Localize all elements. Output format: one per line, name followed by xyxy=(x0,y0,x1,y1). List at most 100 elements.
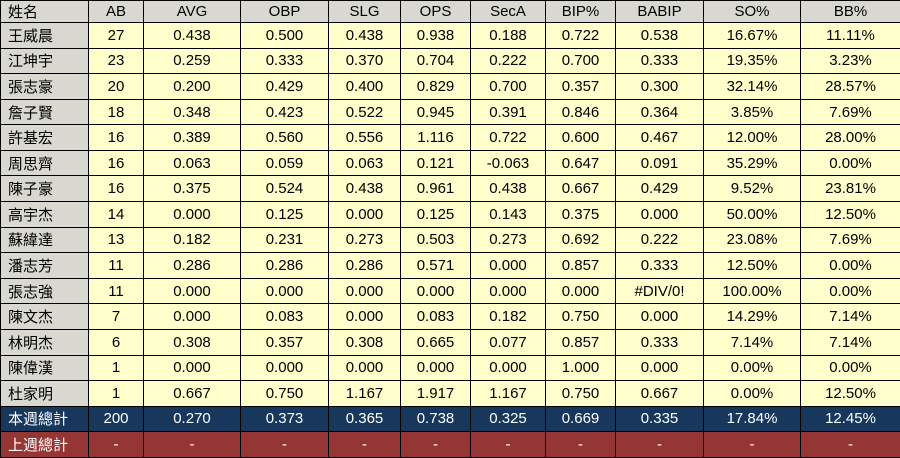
stat-cell[interactable]: 0.000 xyxy=(143,303,241,330)
stat-cell[interactable]: 0.961 xyxy=(400,175,471,203)
total-stat-cell[interactable]: - xyxy=(615,431,704,458)
stat-cell[interactable]: 0.722 xyxy=(470,124,546,151)
stat-cell[interactable]: 0.222 xyxy=(615,226,704,254)
stat-cell[interactable]: 16 xyxy=(88,175,144,203)
stat-cell[interactable]: 35.29% xyxy=(703,149,801,177)
stat-cell[interactable]: 0.300 xyxy=(615,73,704,100)
stat-cell[interactable]: 0.556 xyxy=(328,124,401,151)
stat-cell[interactable]: 1.167 xyxy=(328,380,401,407)
column-header-1[interactable]: AB xyxy=(88,0,144,23)
total-stat-cell[interactable]: 0.365 xyxy=(328,405,401,433)
stat-cell[interactable]: 0.560 xyxy=(240,124,329,151)
stat-cell[interactable]: 0.750 xyxy=(545,303,616,330)
player-name-cell[interactable]: 詹子賢 xyxy=(0,98,89,126)
player-name-cell[interactable]: 蘇緯達 xyxy=(0,226,89,254)
stat-cell[interactable]: 0.125 xyxy=(400,201,471,228)
total-stat-cell[interactable]: - xyxy=(703,431,801,458)
stat-cell[interactable]: 7.14% xyxy=(800,328,900,356)
total-stat-cell[interactable]: 0.325 xyxy=(470,405,546,433)
stat-cell[interactable]: 0.665 xyxy=(400,328,471,356)
total-row-label[interactable]: 上週總計 xyxy=(0,431,89,458)
stat-cell[interactable]: 0.000 xyxy=(545,277,616,305)
stat-cell[interactable]: 12.00% xyxy=(703,124,801,151)
stat-cell[interactable]: 0.222 xyxy=(470,47,546,75)
stat-cell[interactable]: 0.389 xyxy=(143,124,241,151)
player-name-cell[interactable]: 張志強 xyxy=(0,277,89,305)
stat-cell[interactable]: 11 xyxy=(88,252,144,279)
stat-cell[interactable]: 16.67% xyxy=(703,22,801,49)
column-header-3[interactable]: OBP xyxy=(240,0,329,23)
stat-cell[interactable]: 0.370 xyxy=(328,47,401,75)
stat-cell[interactable]: 16 xyxy=(88,149,144,177)
stat-cell[interactable]: 0.000 xyxy=(470,252,546,279)
stat-cell[interactable]: 50.00% xyxy=(703,201,801,228)
stat-cell[interactable]: 0.700 xyxy=(545,47,616,75)
stat-cell[interactable]: 0.945 xyxy=(400,98,471,126)
stat-cell[interactable]: 0.333 xyxy=(615,47,704,75)
stat-cell[interactable]: 0.857 xyxy=(545,252,616,279)
stat-cell[interactable]: 1.167 xyxy=(470,380,546,407)
total-stat-cell[interactable]: 0.669 xyxy=(545,405,616,433)
stat-cell[interactable]: -0.063 xyxy=(470,149,546,177)
total-stat-cell[interactable]: - xyxy=(88,431,144,458)
stat-cell[interactable]: 0.077 xyxy=(470,328,546,356)
total-stat-cell[interactable]: 0.373 xyxy=(240,405,329,433)
stat-cell[interactable]: 0.000 xyxy=(143,201,241,228)
stat-cell[interactable]: 3.85% xyxy=(703,98,801,126)
stat-cell[interactable]: 13 xyxy=(88,226,144,254)
stat-cell[interactable]: 0.722 xyxy=(545,22,616,49)
stat-cell[interactable]: 7.14% xyxy=(800,303,900,330)
stat-cell[interactable]: 0.700 xyxy=(470,73,546,100)
stat-cell[interactable]: 0.286 xyxy=(143,252,241,279)
stat-cell[interactable]: 0.438 xyxy=(470,175,546,203)
stat-cell[interactable]: 0.503 xyxy=(400,226,471,254)
total-row-label[interactable]: 本週總計 xyxy=(0,405,89,433)
stat-cell[interactable]: 0.000 xyxy=(143,277,241,305)
player-name-cell[interactable]: 周思齊 xyxy=(0,149,89,177)
stat-cell[interactable]: 0.083 xyxy=(400,303,471,330)
stat-cell[interactable]: 7 xyxy=(88,303,144,330)
stat-cell[interactable]: 0.692 xyxy=(545,226,616,254)
stat-cell[interactable]: 23.81% xyxy=(800,175,900,203)
stat-cell[interactable]: 27 xyxy=(88,22,144,49)
stat-cell[interactable]: 0.286 xyxy=(240,252,329,279)
stat-cell[interactable]: 19.35% xyxy=(703,47,801,75)
stat-cell[interactable]: 0.538 xyxy=(615,22,704,49)
stat-cell[interactable]: 0.600 xyxy=(545,124,616,151)
stat-cell[interactable]: 3.23% xyxy=(800,47,900,75)
stat-cell[interactable]: 0.00% xyxy=(800,252,900,279)
stat-cell[interactable]: 0.364 xyxy=(615,98,704,126)
stat-cell[interactable]: 14 xyxy=(88,201,144,228)
stat-cell[interactable]: 0.000 xyxy=(328,303,401,330)
player-name-cell[interactable]: 江坤宇 xyxy=(0,47,89,75)
stat-cell[interactable]: 0.750 xyxy=(240,380,329,407)
stat-cell[interactable]: 0.348 xyxy=(143,98,241,126)
player-name-cell[interactable]: 林明杰 xyxy=(0,328,89,356)
total-stat-cell[interactable]: - xyxy=(545,431,616,458)
stat-cell[interactable]: 0.750 xyxy=(545,380,616,407)
player-name-cell[interactable]: 陳子豪 xyxy=(0,175,89,203)
stat-cell[interactable]: 0.375 xyxy=(143,175,241,203)
stat-cell[interactable]: 0.000 xyxy=(328,277,401,305)
stat-cell[interactable]: #DIV/0! xyxy=(615,277,704,305)
column-header-name[interactable]: 姓名 xyxy=(0,0,89,23)
stat-cell[interactable]: 20 xyxy=(88,73,144,100)
stat-cell[interactable]: 0.083 xyxy=(240,303,329,330)
column-header-9[interactable]: SO% xyxy=(703,0,801,23)
stat-cell[interactable]: 1 xyxy=(88,354,144,382)
stat-cell[interactable]: 7.69% xyxy=(800,98,900,126)
player-name-cell[interactable]: 陳偉漢 xyxy=(0,354,89,382)
total-stat-cell[interactable]: - xyxy=(240,431,329,458)
stat-cell[interactable]: 32.14% xyxy=(703,73,801,100)
stat-cell[interactable]: 7.69% xyxy=(800,226,900,254)
stat-cell[interactable]: 0.423 xyxy=(240,98,329,126)
stat-cell[interactable]: 0.704 xyxy=(400,47,471,75)
stat-cell[interactable]: 11 xyxy=(88,277,144,305)
stat-cell[interactable]: 0.829 xyxy=(400,73,471,100)
stat-cell[interactable]: 12.50% xyxy=(703,252,801,279)
stat-cell[interactable]: 0.259 xyxy=(143,47,241,75)
stat-cell[interactable]: 0.143 xyxy=(470,201,546,228)
stat-cell[interactable]: 0.182 xyxy=(143,226,241,254)
player-name-cell[interactable]: 陳文杰 xyxy=(0,303,89,330)
stat-cell[interactable]: 0.571 xyxy=(400,252,471,279)
